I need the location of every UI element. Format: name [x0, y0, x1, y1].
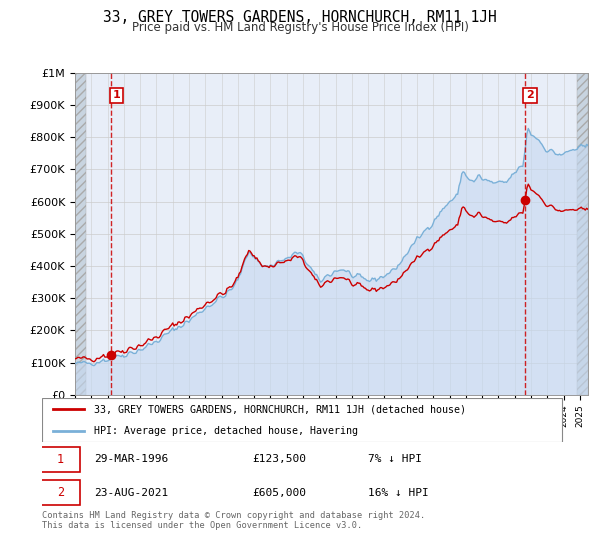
Text: Contains HM Land Registry data © Crown copyright and database right 2024.
This d: Contains HM Land Registry data © Crown c…: [42, 511, 425, 530]
Text: £123,500: £123,500: [252, 454, 306, 464]
Text: HPI: Average price, detached house, Havering: HPI: Average price, detached house, Have…: [95, 426, 359, 436]
Text: 7% ↓ HPI: 7% ↓ HPI: [367, 454, 421, 464]
Text: 1: 1: [112, 90, 120, 100]
FancyBboxPatch shape: [42, 399, 562, 441]
Text: £605,000: £605,000: [252, 488, 306, 498]
Text: 29-MAR-1996: 29-MAR-1996: [95, 454, 169, 464]
Text: 2: 2: [57, 486, 64, 499]
Bar: [577, 73, 588, 395]
Text: 2: 2: [526, 90, 534, 100]
Text: 1: 1: [57, 453, 64, 466]
Text: 33, GREY TOWERS GARDENS, HORNCHURCH, RM11 1JH (detached house): 33, GREY TOWERS GARDENS, HORNCHURCH, RM1…: [95, 404, 467, 414]
FancyBboxPatch shape: [41, 480, 80, 505]
Text: 33, GREY TOWERS GARDENS, HORNCHURCH, RM11 1JH: 33, GREY TOWERS GARDENS, HORNCHURCH, RM1…: [103, 10, 497, 25]
Text: 23-AUG-2021: 23-AUG-2021: [95, 488, 169, 498]
FancyBboxPatch shape: [41, 447, 80, 472]
Text: 16% ↓ HPI: 16% ↓ HPI: [367, 488, 428, 498]
Bar: [75, 73, 86, 395]
Text: Price paid vs. HM Land Registry's House Price Index (HPI): Price paid vs. HM Land Registry's House …: [131, 21, 469, 34]
